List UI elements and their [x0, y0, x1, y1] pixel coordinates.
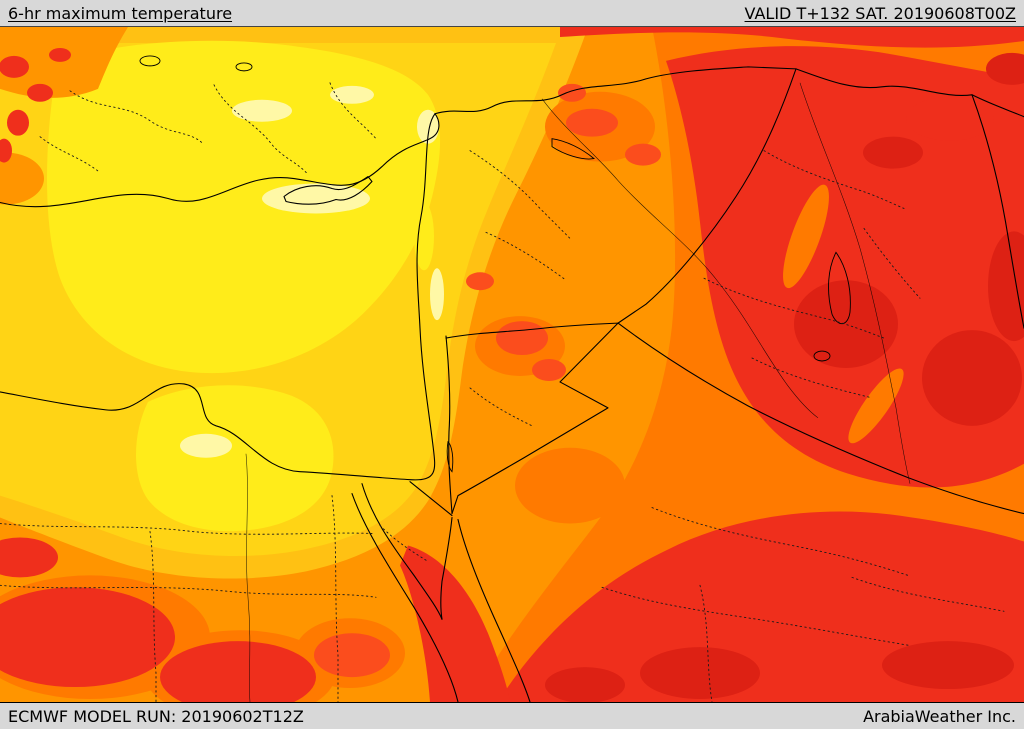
lake-habbaniyah: [813, 350, 831, 362]
lakes: [139, 55, 851, 473]
band-dark-red: [545, 52, 1024, 702]
coast-levant-egypt: [0, 113, 436, 481]
temperature-map: [0, 27, 1024, 702]
model-run-label: ECMWF MODEL RUN: 20190602T12Z: [8, 706, 304, 726]
border-syria-iraq: [617, 68, 797, 324]
coast-turkey-south: [0, 113, 440, 208]
map-area: [0, 26, 1024, 703]
coast-cyprus: [283, 176, 373, 205]
river-euphrates: [541, 98, 819, 419]
river-tigris: [799, 82, 911, 484]
lake-assad: [551, 138, 596, 160]
lake-tharthar: [828, 251, 851, 325]
border-turkey-south: [434, 66, 1024, 118]
chart-title: 6-hr maximum temperature: [8, 3, 233, 23]
coast-gulf-suez: [361, 483, 443, 620]
header-bar: 6-hr maximum temperature VALID T+132 SAT…: [0, 0, 1024, 26]
border-israel-jordan: [445, 335, 453, 515]
band-orange-patches: [0, 27, 128, 205]
brand-label: ArabiaWeather Inc.: [863, 706, 1016, 726]
river-nile: [245, 453, 251, 702]
band-red-orange: [314, 83, 661, 678]
coast-gulf-aqaba: [440, 516, 453, 620]
border-syria-jordan: [445, 322, 619, 339]
dead-sea: [446, 440, 454, 473]
border-egypt-israel: [409, 481, 453, 517]
border-iraq-iran: [971, 94, 1024, 329]
footer-bar: ECMWF MODEL RUN: 20190602T12Z ArabiaWeat…: [0, 703, 1024, 729]
band-river-valley-orange: [783, 184, 904, 444]
band-bright-yellow: [47, 40, 441, 532]
lake-turkey-2: [235, 62, 253, 72]
lake-turkey-1: [139, 55, 161, 67]
valid-time-label: VALID T+132 SAT. 20190608T00Z: [744, 3, 1016, 23]
admin-boundaries: [0, 82, 1005, 702]
border-jordan-saudi: [451, 322, 619, 515]
country-borders: [0, 66, 1024, 702]
band-pale-yellow: [180, 85, 444, 458]
border-iraq-saudi: [617, 322, 1024, 515]
coast-redsea-african: [351, 493, 459, 702]
coast-redsea-arabian: [457, 518, 531, 702]
rivers: [245, 82, 911, 702]
